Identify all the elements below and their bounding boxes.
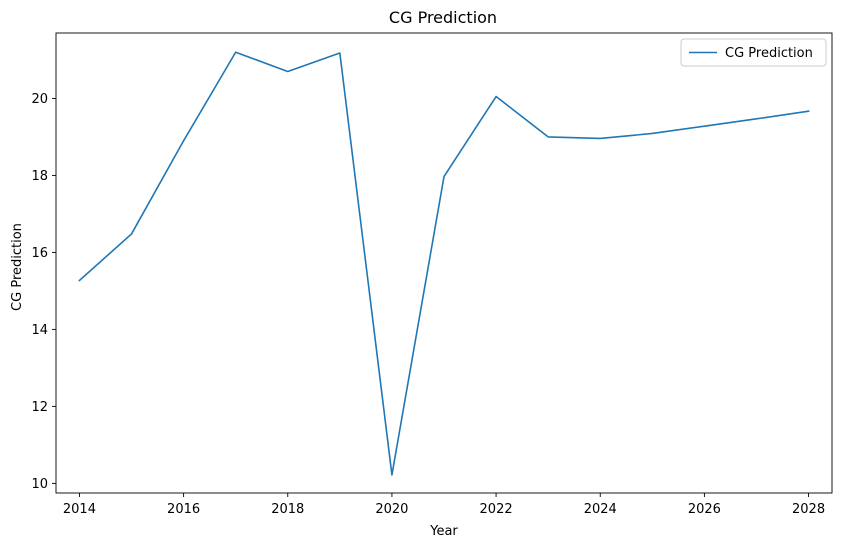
y-tick-label: 14 <box>31 323 48 338</box>
x-tick-label: 2014 <box>63 502 96 517</box>
x-tick-label: 2026 <box>688 502 721 517</box>
x-tick-label: 2016 <box>167 502 200 517</box>
x-axis-label: Year <box>429 524 458 539</box>
x-tick-label: 2024 <box>584 502 617 517</box>
legend: CG Prediction <box>680 38 827 67</box>
legend-box <box>680 38 827 67</box>
series-line-0 <box>78 51 810 476</box>
plot-area <box>55 32 833 494</box>
plot-frame <box>55 32 833 494</box>
x-tick-label: 2022 <box>480 502 513 517</box>
y-tick-label: 18 <box>31 169 48 184</box>
x-tick-label: 2020 <box>375 502 408 517</box>
legend-label: CG Prediction <box>725 46 813 61</box>
y-tick-label: 10 <box>31 477 48 492</box>
y-tick-label: 12 <box>31 400 48 415</box>
y-axis-label: CG Prediction <box>10 223 25 311</box>
y-tick-label: 20 <box>31 92 48 107</box>
x-axis: 2014 2016 2018 2020 2022 2024 2026 2028 <box>63 493 825 517</box>
y-axis: 10 12 14 16 18 20 <box>31 92 56 492</box>
y-tick-label: 16 <box>31 246 48 261</box>
x-tick-label: 2018 <box>271 502 304 517</box>
x-tick-label: 2028 <box>792 502 825 517</box>
chart-title: CG Prediction <box>389 8 497 27</box>
